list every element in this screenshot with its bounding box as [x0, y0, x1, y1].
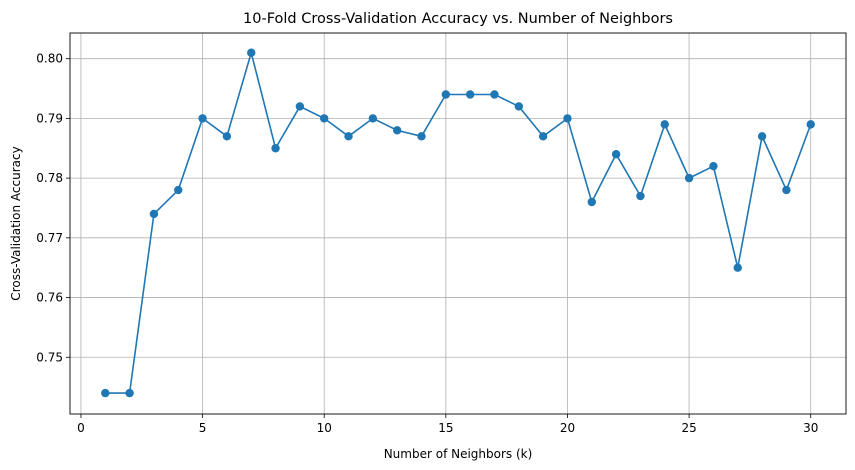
data-point	[222, 132, 232, 141]
y-tick-label: 0.76	[36, 291, 63, 305]
x-tick-label: 5	[199, 421, 207, 435]
data-point	[271, 144, 280, 153]
data-point	[709, 161, 718, 171]
y-tick-label: 0.79	[36, 111, 63, 125]
y-axis-label: Cross-Validation Accuracy	[9, 146, 23, 300]
data-point	[684, 173, 694, 183]
data-point	[611, 150, 621, 159]
chart-title: 10-Fold Cross-Validation Accuracy vs. Nu…	[243, 11, 673, 27]
data-point	[587, 197, 596, 207]
data-point	[247, 48, 256, 57]
x-axis-label: Number of Neighbors (k)	[384, 447, 533, 461]
x-tick-label: 10	[317, 421, 332, 435]
data-point	[563, 114, 572, 123]
x-tick-label: 15	[438, 421, 453, 435]
y-tick-label: 0.77	[36, 231, 63, 245]
data-point	[514, 102, 524, 111]
data-point	[441, 90, 451, 99]
series-line	[105, 51, 812, 394]
y-tick-label: 0.80	[36, 52, 63, 66]
data-point	[368, 114, 378, 123]
data-point	[660, 120, 669, 129]
data-point	[490, 90, 499, 99]
data-point	[125, 388, 134, 398]
data-point	[320, 114, 329, 123]
plot-frame	[69, 32, 847, 415]
series-layer	[101, 48, 815, 398]
data-point	[636, 191, 645, 201]
x-tick-label: 25	[681, 421, 696, 435]
y-tick-label: 0.78	[36, 171, 63, 185]
data-point	[392, 126, 402, 135]
data-point	[149, 209, 159, 219]
data-point	[198, 114, 207, 123]
data-point	[538, 132, 548, 141]
x-tick-label: 20	[560, 421, 575, 435]
y-tick-label: 0.75	[36, 350, 63, 364]
axis-ticks: 0 5 10 15 20 25 30 0.75 0.76 0.77 0.78 0.79 0.80	[36, 52, 818, 435]
data-point	[174, 185, 183, 195]
data-point	[344, 132, 353, 141]
data-point	[782, 185, 791, 195]
data-point	[465, 90, 475, 99]
x-tick-label: 0	[77, 421, 85, 435]
data-point	[417, 132, 426, 141]
data-point	[733, 263, 742, 272]
data-point	[806, 120, 815, 129]
data-point	[295, 102, 305, 111]
data-point	[757, 132, 767, 141]
data-point	[101, 388, 110, 398]
x-tick-label: 30	[803, 421, 818, 435]
